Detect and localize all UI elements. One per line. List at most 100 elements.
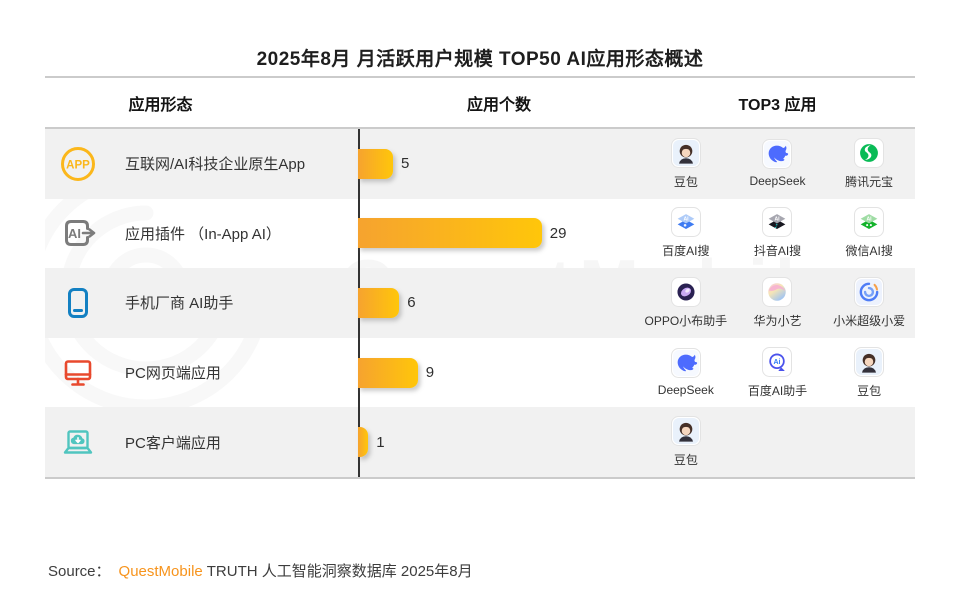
category-label: 手机厂商 AI助手: [125, 295, 234, 313]
app-label: DeepSeek: [657, 383, 714, 398]
table-row: APP 互联网/AI科技企业原生App 5 豆包 DeepSeek 腾讯元宝: [45, 129, 915, 199]
xiaomi-xiaoai-icon: [854, 276, 885, 307]
app-badge-icon: APP: [58, 144, 98, 184]
top3-app: ♪ AI 抖音AI搜: [754, 207, 801, 259]
table-row: AI 应用插件 （In-App AI） 29 AI 百度AI搜 ♪ AI 抖音AI搜 AI 微信A…: [45, 199, 915, 269]
top3-app: 豆包: [670, 416, 701, 468]
app-label: 百度AI搜: [662, 244, 710, 259]
column-header-top3: TOP3 应用: [738, 96, 817, 114]
doubao-icon: [854, 346, 885, 377]
top3-app: 华为小艺: [753, 276, 802, 329]
svg-text:APP: APP: [66, 159, 90, 171]
app-label: 豆包: [857, 383, 882, 398]
top3-app: AI 百度AI搜: [662, 207, 710, 259]
category-label: PC网页端应用: [125, 365, 221, 383]
top3-app: 豆包: [670, 137, 701, 190]
app-label: 微信AI搜: [845, 244, 893, 259]
app-label: 抖音AI搜: [753, 244, 802, 259]
count-value: 5: [401, 155, 410, 173]
category-label: 应用插件 （In-App AI）: [125, 225, 281, 243]
count-bar-cell: 9: [358, 338, 640, 408]
top3-cell: OPPO小布助手 华为小艺 小米超级小爱: [640, 268, 915, 338]
app-label: 小米超级小爱: [833, 313, 906, 328]
category-cell: PC客户端应用: [45, 407, 358, 477]
source-label: Source：: [48, 563, 111, 580]
doubao-icon: [670, 137, 701, 168]
count-value: 29: [549, 224, 567, 242]
source-text: TRUTH 人工智能洞察数据库 2025年8月: [206, 563, 473, 580]
top3-cell: 豆包: [640, 407, 915, 477]
count-bar-cell: 6: [358, 268, 640, 338]
deepseek-icon: [762, 139, 793, 170]
top-rule: [45, 76, 915, 78]
douyin-ai-search-icon: ♪ AI: [762, 207, 793, 238]
top3-cell: AI 百度AI搜 ♪ AI 抖音AI搜 AI 微信AI搜: [640, 199, 915, 269]
top3-app: DeepSeek: [749, 139, 806, 189]
top3-app: OPPO小布助手: [644, 276, 728, 329]
deepseek-icon: [670, 348, 701, 379]
header-rule: [45, 127, 915, 129]
category-label: 互联网/AI科技企业原生App: [125, 156, 306, 174]
phone-icon: [58, 283, 98, 323]
app-label: 豆包: [673, 453, 698, 468]
top3-app: 豆包: [854, 346, 885, 399]
count-value: 1: [376, 433, 385, 451]
app-label: OPPO小布助手: [644, 313, 728, 328]
count-bar: [358, 287, 400, 318]
source-brand: QuestMobile: [118, 563, 203, 580]
baidu-ai-assistant-icon: Ai: [762, 346, 793, 377]
bottom-rule: [45, 477, 915, 479]
oppo-xiaobu-icon: [670, 276, 701, 307]
column-header-count: 应用个数: [466, 96, 531, 114]
svg-text:♪: ♪: [775, 223, 779, 230]
svg-text:AI: AI: [775, 217, 781, 223]
top3-app: Ai 百度AI助手: [747, 346, 808, 399]
svg-text:AI: AI: [683, 217, 689, 223]
top3-app: DeepSeek: [658, 348, 714, 397]
count-value: 9: [425, 364, 435, 382]
baidu-ai-search-icon: AI: [670, 207, 701, 238]
category-cell: AI 应用插件 （In-App AI）: [45, 199, 358, 269]
top3-app: 小米超级小爱: [833, 276, 906, 329]
table-row: 手机厂商 AI助手 6 OPPO小布助手 华为小艺 小米超级小爱: [45, 268, 915, 338]
laptop-icon: [58, 422, 98, 462]
weixin-ai-search-icon: AI: [854, 207, 885, 238]
page-title: 2025年8月 月活跃用户规模 TOP50 AI应用形态概述: [256, 49, 704, 70]
svg-text:AI: AI: [867, 217, 873, 223]
count-bar-cell: 5: [358, 129, 640, 199]
source-line: Source： QuestMobile TRUTH 人工智能洞察数据库 2025年8…: [48, 560, 473, 581]
table-rows: APP 互联网/AI科技企业原生App 5 豆包 DeepSeek 腾讯元宝 AI 应用插件 …: [45, 129, 915, 477]
count-bar-cell: 29: [358, 199, 640, 269]
in-app-ai-icon: AI: [58, 213, 98, 253]
app-label: DeepSeek: [749, 174, 806, 189]
app-label: 华为小艺: [753, 313, 802, 328]
count-bar-cell: 1: [358, 407, 640, 477]
app-label: 百度AI助手: [747, 383, 808, 398]
count-bar: [358, 148, 393, 179]
count-bar: [358, 427, 369, 458]
table-header-row: 应用形态 应用个数 TOP3 应用: [45, 78, 915, 127]
top3-app: AI 微信AI搜: [845, 207, 893, 259]
count-bar: [358, 357, 418, 388]
monitor-icon: [58, 353, 98, 393]
table-body: QuestMobile APP互联网/AI科技企业原生App5豆包DeepSee…: [45, 129, 915, 477]
huawei-xiaoyi-icon: [762, 276, 793, 307]
category-label: PC客户端应用: [125, 434, 221, 452]
app-label: 豆包: [673, 174, 698, 189]
category-cell: PC网页端应用: [45, 338, 358, 408]
category-cell: 手机厂商 AI助手: [45, 268, 358, 338]
table-row: PC客户端应用 1 豆包: [45, 407, 915, 477]
table-row: PC网页端应用 9 DeepSeek Ai 百度AI助手 豆包: [45, 338, 915, 408]
app-label: 腾讯元宝: [845, 174, 894, 189]
count-value: 6: [407, 294, 416, 312]
top3-cell: DeepSeek Ai 百度AI助手 豆包: [640, 338, 915, 408]
tencent-yuanbao-icon: [854, 137, 885, 168]
svg-text:AI: AI: [68, 226, 81, 241]
doubao-icon: [670, 416, 701, 447]
summary-table: 应用形态 应用个数 TOP3 应用 QuestMobile APP互联网/AI科…: [45, 76, 915, 479]
count-bar: [358, 218, 542, 249]
top3-cell: 豆包 DeepSeek 腾讯元宝: [640, 129, 915, 199]
category-cell: APP 互联网/AI科技企业原生App: [45, 129, 358, 199]
column-header-category: 应用形态: [128, 96, 193, 114]
